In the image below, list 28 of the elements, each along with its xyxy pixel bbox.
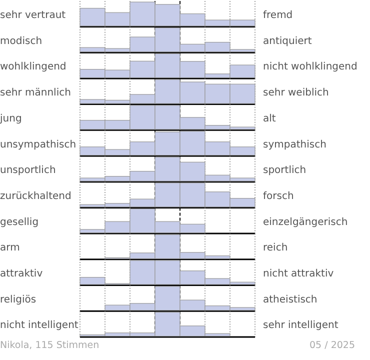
y2-axis-title: fremd xyxy=(263,10,293,21)
y-axis-title: zurückhaltend xyxy=(0,190,72,202)
y2-axis-title: einzelgängerisch xyxy=(263,216,348,228)
y-axis-title: gesellig xyxy=(0,216,39,228)
y2-axis-title: sympathisch xyxy=(263,139,326,150)
y-axis-title: attraktiv xyxy=(0,268,43,280)
y-axis-title: modisch xyxy=(0,36,42,47)
y-axis-title: unsympathisch xyxy=(0,139,76,150)
y-axis-title: sehr männlich xyxy=(0,88,71,99)
y2-axis-title: reich xyxy=(263,242,288,254)
y-axis-title: religiös xyxy=(0,294,36,306)
y2-axis-title: sportlich xyxy=(263,165,306,176)
y2-axis-title: antiquiert xyxy=(263,36,312,47)
y-axis-title: wohlklingend xyxy=(0,62,66,73)
y2-axis-title: sehr weiblich xyxy=(263,88,329,99)
y-axis-title: nicht intelligent xyxy=(0,320,78,332)
y-axis-title: sehr vertraut xyxy=(0,10,66,21)
y2-axis-title: atheistisch xyxy=(263,294,318,306)
y-axis-title: jung xyxy=(0,113,22,124)
y2-axis-title: forsch xyxy=(263,190,294,202)
y2-axis-title: sehr intelligent xyxy=(263,320,338,332)
y-axis-title: unsportlich xyxy=(0,165,56,176)
y2-axis-title: nicht wohlklingend xyxy=(263,62,358,73)
text: 05 / 2025 xyxy=(309,340,355,352)
y2-axis-title: nicht attraktiv xyxy=(263,268,334,280)
text: Nikola, 115 Stimmen xyxy=(0,340,100,352)
y-axis-title: arm xyxy=(0,242,20,254)
y2-axis-title: alt xyxy=(263,113,276,124)
